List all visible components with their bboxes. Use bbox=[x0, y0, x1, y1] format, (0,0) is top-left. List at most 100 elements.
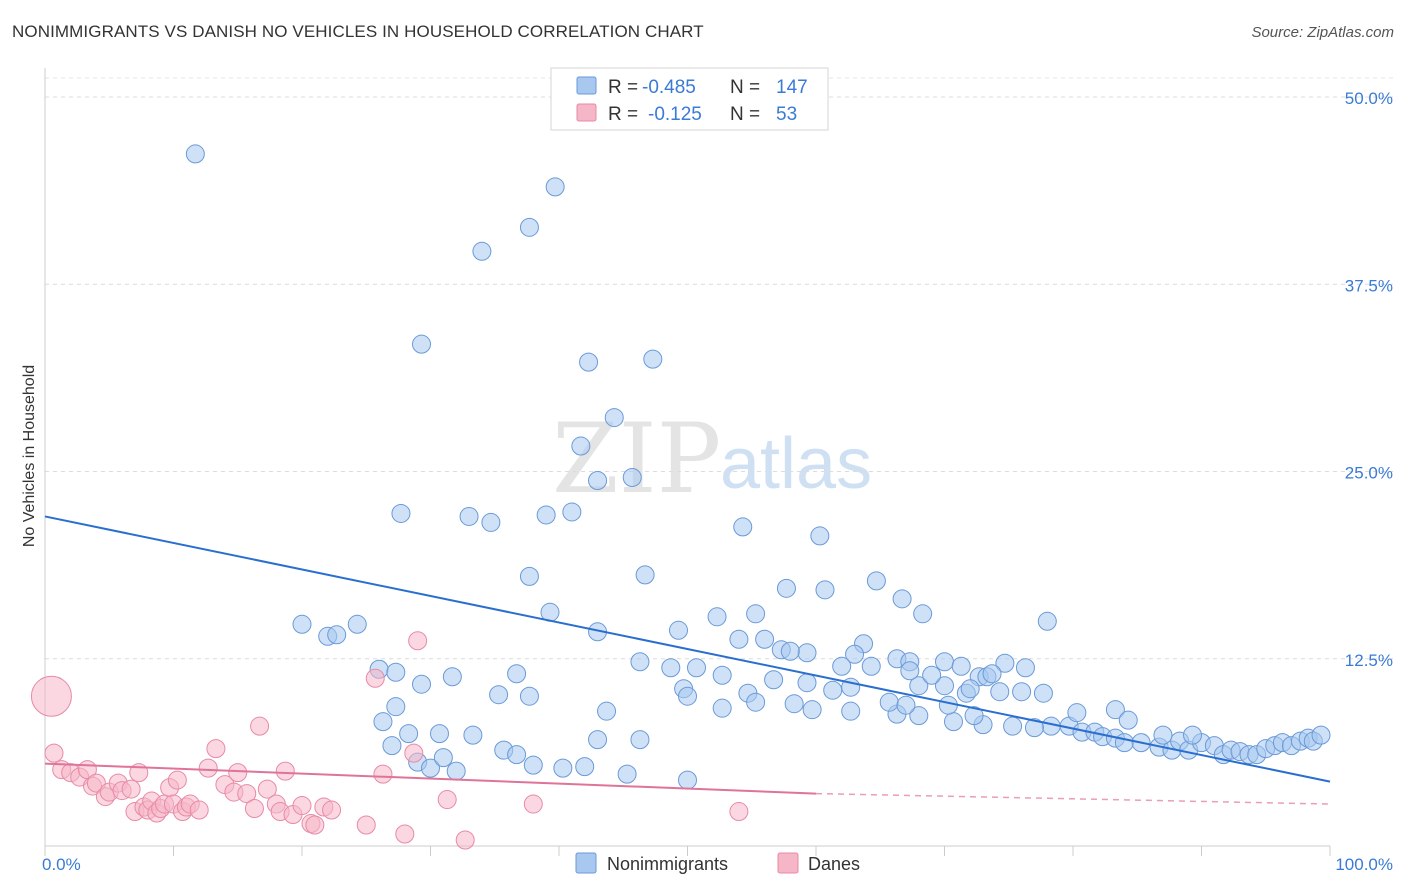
nonimmigrants-trend-line bbox=[44, 515, 1331, 783]
nonimmigrants-point bbox=[519, 686, 539, 706]
danes-point bbox=[523, 794, 543, 814]
danes-point bbox=[356, 815, 376, 835]
series-legend: Nonimmigrants Danes bbox=[575, 852, 860, 874]
nonimmigrants-point bbox=[442, 667, 462, 687]
nonimmigrants-point bbox=[588, 730, 608, 750]
y-tick-label-0: 12.5% bbox=[1345, 651, 1393, 670]
nonimmigrants-point bbox=[643, 349, 663, 369]
nonimmigrants-point bbox=[802, 700, 822, 720]
nonimmigrants-point bbox=[630, 730, 650, 750]
nonimmigrants-point bbox=[995, 653, 1015, 673]
correlation-legend: R = -0.485 N = 147 R = -0.125 N = 53 bbox=[550, 67, 829, 131]
y-axis-label: No Vehicles in Household bbox=[21, 365, 38, 547]
nonimmigrants-point bbox=[347, 614, 367, 634]
danes-point bbox=[365, 668, 385, 688]
nonimmigrants-point bbox=[935, 652, 954, 672]
nonimmigrants-point bbox=[433, 748, 453, 768]
series-legend-swatch-nonimmigrants bbox=[575, 852, 597, 874]
nonimmigrants-point bbox=[630, 652, 650, 672]
danes-trend-line bbox=[44, 762, 817, 795]
nonimmigrants-point bbox=[1311, 725, 1331, 745]
nonimmigrants-point bbox=[990, 682, 1010, 702]
nonimmigrants-point bbox=[729, 629, 749, 649]
nonimmigrants-point bbox=[764, 670, 784, 690]
nonimmigrants-point bbox=[459, 506, 479, 526]
nonimmigrants-point bbox=[412, 674, 432, 694]
danes-point bbox=[437, 790, 457, 810]
nonimmigrants-point bbox=[810, 526, 830, 546]
nonimmigrants-point bbox=[1015, 658, 1035, 678]
legend-swatch-danes bbox=[576, 103, 597, 122]
nonimmigrants-point bbox=[909, 706, 929, 726]
nonimmigrants-point bbox=[879, 692, 899, 712]
nonimmigrants-point bbox=[1183, 725, 1203, 745]
nonimmigrants-point bbox=[661, 658, 681, 678]
nonimmigrants-point bbox=[1114, 733, 1134, 753]
legend-swatch-nonimmigrants bbox=[576, 76, 597, 95]
nonimmigrants-point bbox=[780, 641, 800, 661]
danes-point bbox=[244, 799, 264, 819]
legend-n-label-1: N = bbox=[730, 77, 760, 98]
nonimmigrants-point bbox=[746, 692, 766, 712]
legend-n-value-2: 53 bbox=[776, 104, 797, 125]
danes-point bbox=[228, 763, 248, 783]
nonimmigrants-point bbox=[472, 241, 492, 261]
nonimmigrants-point bbox=[686, 658, 706, 678]
x-tick-labels: 0.0% 100.0% bbox=[42, 855, 1393, 874]
danes-point bbox=[404, 743, 424, 763]
nonimmigrants-point bbox=[1033, 683, 1053, 703]
nonimmigrants-point bbox=[412, 334, 432, 354]
danes-point bbox=[257, 779, 277, 799]
legend-r-label-2: R = bbox=[608, 104, 638, 125]
series-legend-swatch-danes bbox=[777, 852, 799, 874]
nonimmigrants-point bbox=[1037, 611, 1057, 631]
danes-point bbox=[250, 716, 270, 736]
danes-point bbox=[729, 802, 749, 822]
danes-point bbox=[121, 779, 141, 799]
x-tick-label-1: 100.0% bbox=[1335, 855, 1393, 874]
nonimmigrants-point bbox=[746, 604, 766, 624]
nonimmigrants-point bbox=[292, 614, 312, 634]
chart-title: NONIMMIGRANTS VS DANISH NO VEHICLES IN H… bbox=[12, 22, 704, 41]
nonimmigrants-point bbox=[832, 656, 852, 676]
nonimmigrants-point bbox=[712, 698, 732, 718]
legend-n-value-1: 147 bbox=[776, 77, 808, 98]
nonimmigrants-point bbox=[845, 644, 865, 664]
nonimmigrants-point bbox=[866, 571, 886, 591]
nonimmigrants-point bbox=[391, 503, 411, 523]
nonimmigrants-point bbox=[536, 505, 556, 525]
danes-point bbox=[237, 784, 257, 804]
nonimmigrants-point bbox=[1067, 703, 1087, 723]
danes-point bbox=[275, 761, 295, 781]
danes-point bbox=[206, 739, 226, 759]
nonimmigrants-point bbox=[553, 758, 573, 778]
series-legend-label-danes: Danes bbox=[808, 854, 860, 874]
danes-point bbox=[305, 815, 325, 835]
nonimmigrants-point bbox=[951, 656, 971, 676]
nonimmigrants-point bbox=[900, 661, 920, 681]
nonimmigrants-point bbox=[588, 470, 608, 490]
nonimmigrants-point bbox=[964, 706, 984, 726]
nonimmigrants-point bbox=[797, 643, 817, 663]
nonimmigrants-point bbox=[523, 755, 543, 775]
nonimmigrants-point bbox=[892, 589, 912, 609]
nonimmigrants-point bbox=[797, 673, 817, 693]
danes-point bbox=[30, 675, 72, 717]
danes-point bbox=[167, 770, 187, 790]
nonimmigrants-point bbox=[943, 712, 963, 732]
legend-r-label-1: R = bbox=[608, 77, 638, 98]
nonimmigrants-point bbox=[373, 712, 393, 732]
nonimmigrants-point bbox=[399, 724, 419, 744]
nonimmigrants-point bbox=[463, 725, 483, 745]
legend-r-value-1: -0.485 bbox=[642, 77, 696, 98]
nonimmigrants-point bbox=[635, 565, 655, 585]
nonimmigrants-point bbox=[982, 664, 1002, 684]
grid-lines bbox=[45, 77, 1395, 660]
nonimmigrants-point bbox=[1105, 700, 1125, 720]
nonimmigrants-point bbox=[823, 680, 843, 700]
nonimmigrants-point bbox=[519, 566, 539, 586]
nonimmigrants-point bbox=[617, 764, 637, 784]
x-tick-label-0: 0.0% bbox=[42, 855, 81, 874]
nonimmigrants-points bbox=[185, 144, 1331, 790]
